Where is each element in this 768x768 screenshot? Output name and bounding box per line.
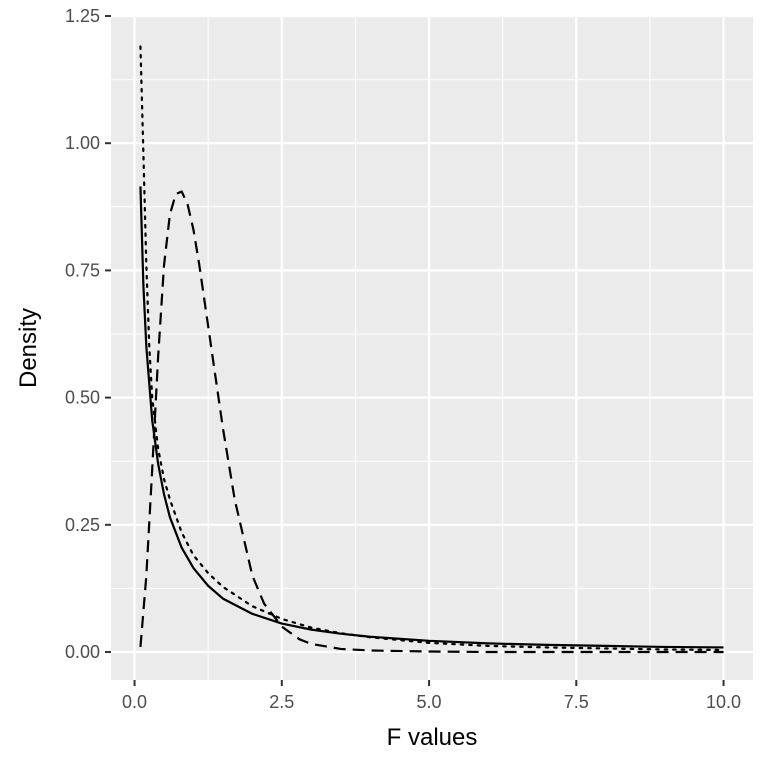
series-line-dotted [139,45,725,652]
x-tick-label: 2.5 [269,692,294,712]
series-line-solid [139,186,724,649]
x-tick-label: 5.0 [417,692,442,712]
y-tick-label: 0.25 [65,515,100,535]
y-tick-label: 0.50 [65,388,100,408]
x-axis: 0.0 2.5 5.0 7.5 10.0 [122,680,741,712]
y-tick-label: 0.00 [65,642,100,662]
y-axis-title: Density [15,308,42,388]
x-tick-label: 0.0 [122,692,147,712]
x-axis-title: F values [387,724,478,751]
minor-gridlines [111,16,753,680]
y-tick-label: 0.75 [65,260,100,280]
y-tick-label: 1.25 [65,6,100,26]
y-tick-label: 1.00 [65,133,100,153]
y-axis: 0.00 0.25 0.50 0.75 1.00 1.25 [65,6,111,662]
plot-panel [111,16,753,680]
x-tick-label: 7.5 [564,692,589,712]
series-layer [139,45,725,654]
x-tick-label: 10.0 [706,692,741,712]
series-line-dashed [139,190,724,654]
